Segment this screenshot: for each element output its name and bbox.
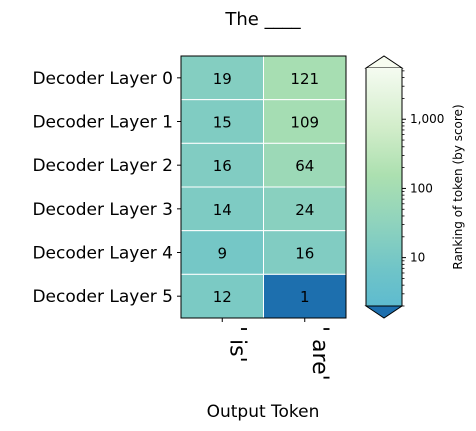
colorbar-tick-label: 1,000 [410,112,444,126]
cell-value-label: 24 [295,201,314,219]
colorbar-gradient [366,68,402,306]
cell-value-label: 15 [213,114,232,132]
column-label: ' are' [307,326,332,381]
colorbar-label: Ranking of token (by score) [451,104,465,269]
row-labels: Decoder Layer 0 Decoder Layer 1 Decoder La… [32,69,181,307]
x-axis-label: Output Token [207,402,320,422]
cell-value-label: 121 [290,70,319,88]
colorbar-extend-bottom [366,306,402,318]
colorbar-tick-label: 100 [410,181,433,195]
row-label: Decoder Layer 3 [32,200,173,220]
row-label: Decoder Layer 0 [32,69,173,89]
cell-value-label: 14 [213,201,232,219]
cell-value-label: 64 [295,157,314,175]
cell-value-label: 9 [217,245,227,263]
colorbar-extend-top [366,56,402,68]
colorbar-tick-label: 10 [410,251,425,265]
colorbar-ticks: 10 100 1,000 [402,71,444,306]
cell-value-label: 19 [213,70,232,88]
column-labels: ' is' ' are' [222,318,332,381]
cell-value-label: 1 [300,288,310,306]
cell-value-label: 16 [295,245,314,263]
column-label: ' is' [224,326,249,363]
row-label: Decoder Layer 1 [32,113,173,133]
row-label: Decoder Layer 5 [32,287,173,307]
colorbar: 10 100 1,000 Ranking of token (by score) [366,56,465,318]
chart-title: The ____ [224,9,301,30]
cell-value-label: 16 [213,157,232,175]
row-label: Decoder Layer 4 [32,244,173,264]
cell-value-label: 109 [290,114,319,132]
cell-value-label: 12 [213,288,232,306]
row-label: Decoder Layer 2 [32,156,173,176]
